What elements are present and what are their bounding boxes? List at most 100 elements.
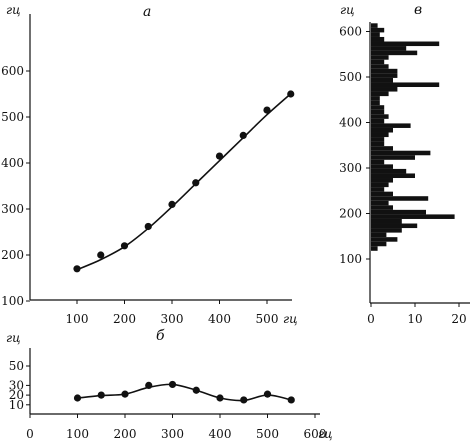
panel-v-bar bbox=[371, 237, 398, 242]
panel-v-bar bbox=[371, 223, 418, 229]
panel-a-data-point bbox=[239, 131, 247, 139]
panel-v-y-tick-label: 400 bbox=[339, 116, 362, 130]
panel-b-x-tick-label: 0 bbox=[26, 427, 34, 441]
panel-v-x-tick-label: 10 bbox=[407, 312, 422, 326]
panel-b-y-tick-label: 50 bbox=[9, 359, 24, 373]
panel-b-y-tick-label: 20 bbox=[9, 388, 24, 402]
panel-a-data-point bbox=[120, 242, 129, 250]
panel-v-bar bbox=[371, 164, 393, 169]
panel-a-fit-line bbox=[76, 91, 294, 271]
panel-b-x-tick-label: 600 bbox=[304, 427, 327, 441]
panel-v-bar bbox=[371, 59, 385, 65]
panel-v-bar bbox=[371, 87, 398, 92]
panel-a-data-point bbox=[97, 251, 105, 259]
panel-b-data-point bbox=[97, 391, 105, 399]
panel-a-x-tick-label: 200 bbox=[113, 312, 136, 326]
panel-a-x-tick-label: 100 bbox=[66, 312, 89, 326]
panel-a-y-tick-label: 100 bbox=[1, 294, 24, 308]
panel-v-bar bbox=[371, 82, 440, 88]
panel-v-bar bbox=[371, 91, 389, 97]
panel-v-bar bbox=[371, 55, 389, 60]
panel-v-bar bbox=[371, 23, 378, 28]
panel-v-bar bbox=[371, 123, 411, 128]
panel-v-bar bbox=[371, 118, 385, 124]
panel-v-bar bbox=[371, 173, 415, 179]
panel-v-bar bbox=[371, 100, 380, 106]
panel-b-data-point bbox=[240, 396, 248, 404]
panel-v-bar bbox=[371, 137, 385, 142]
panel-a-y-tick-label: 400 bbox=[1, 156, 24, 170]
panel-v-y-tick-label: 100 bbox=[339, 252, 362, 266]
panel-v-label: в bbox=[414, 2, 422, 18]
panel-v-bar bbox=[371, 96, 380, 101]
panel-a-data-point bbox=[144, 222, 152, 231]
panel-v-bar bbox=[371, 146, 393, 151]
panel-a-y-tick-label: 200 bbox=[1, 248, 24, 262]
panel-b-y-unit: гц bbox=[6, 331, 20, 345]
panel-b-data-point bbox=[263, 390, 272, 398]
panel-a-data-point bbox=[215, 152, 224, 160]
panel-v-bar bbox=[371, 228, 402, 233]
panel-b-x-unit: гц bbox=[318, 427, 332, 441]
panel-v-y-unit: гц bbox=[340, 3, 354, 17]
panel-b-label: б bbox=[156, 328, 165, 344]
panel-a-data-point bbox=[263, 106, 271, 114]
panel-v-bar bbox=[371, 241, 387, 247]
panel-b-data-point bbox=[192, 386, 200, 394]
panel-b-y-tick-label: 10 bbox=[9, 398, 24, 412]
panel-a-data-point bbox=[287, 90, 295, 98]
panel-v-bar bbox=[371, 32, 380, 37]
panel-v-bar bbox=[371, 218, 402, 224]
panel-v: в гц 100 200 300 400 500 600 0 10 20 bbox=[339, 2, 470, 326]
panel-v-bar bbox=[371, 41, 440, 47]
panel-v-bar bbox=[371, 191, 393, 197]
panel-v-y-tick-label: 300 bbox=[339, 161, 362, 175]
panel-v-bar bbox=[371, 196, 429, 201]
panel-v-bar bbox=[371, 77, 393, 83]
panel-v-bar bbox=[371, 141, 385, 147]
panel-b-data-point bbox=[145, 381, 153, 389]
panel-b-data-point bbox=[121, 390, 129, 398]
panel-v-bar bbox=[371, 150, 431, 156]
panel-v-bar bbox=[371, 50, 418, 56]
panel-b-data-point bbox=[287, 396, 295, 404]
panel-b-data-point bbox=[216, 394, 224, 402]
panel-v-bar bbox=[371, 187, 385, 192]
panel-a-x-tick-label: 300 bbox=[161, 312, 184, 326]
panel-b-curve bbox=[77, 383, 292, 402]
panel-a-x-tick-label: 500 bbox=[256, 312, 279, 326]
panel-v-bar bbox=[371, 64, 389, 69]
panel-v-bar bbox=[371, 36, 385, 42]
panel-b-x-tick-label: 300 bbox=[161, 427, 184, 441]
panel-a-x-tick-label: 400 bbox=[208, 312, 231, 326]
panel-v-bar bbox=[371, 178, 393, 183]
panel-b-data-point bbox=[168, 380, 177, 389]
panel-a-y-unit: гц bbox=[6, 3, 20, 17]
panel-b-y-tick-label: 30 bbox=[9, 378, 24, 392]
panel-v-bar bbox=[371, 27, 385, 33]
panel-v-bar bbox=[371, 214, 455, 219]
panel-v-bar bbox=[371, 155, 415, 160]
panel-v-bar bbox=[371, 46, 407, 51]
panel-v-bar bbox=[371, 205, 393, 210]
panel-v-bar bbox=[371, 200, 389, 206]
panel-a-y-tick-label: 600 bbox=[1, 64, 24, 78]
panel-a: а гц гц 100 200 300 400 500 600 100 200 300 400 5… bbox=[1, 3, 297, 326]
panel-v-x-tick-label: 0 bbox=[367, 312, 375, 326]
panel-v-bar bbox=[371, 109, 385, 115]
panel-a-x-unit: гц bbox=[283, 312, 297, 326]
panel-v-y-tick-label: 600 bbox=[339, 25, 362, 39]
panel-a-y-tick-label: 300 bbox=[1, 202, 24, 216]
panel-v-bar bbox=[371, 114, 389, 119]
panel-a-label: а bbox=[143, 4, 151, 20]
panel-a-data-point bbox=[192, 179, 200, 187]
panel-v-bar bbox=[371, 132, 389, 138]
panel-b-x-tick-label: 100 bbox=[66, 427, 89, 441]
panel-v-bar bbox=[371, 105, 385, 110]
panel-v-bar bbox=[371, 168, 407, 174]
panel-v-y-tick-label: 200 bbox=[339, 207, 362, 221]
panel-b-x-tick-label: 400 bbox=[209, 427, 232, 441]
panel-v-bar bbox=[371, 209, 426, 215]
